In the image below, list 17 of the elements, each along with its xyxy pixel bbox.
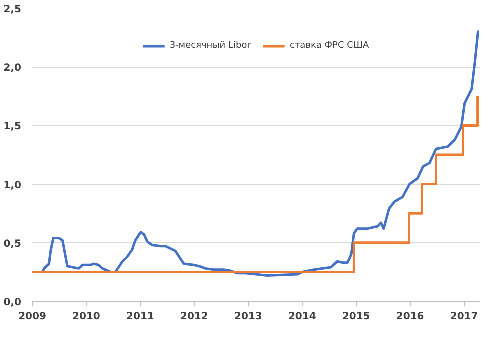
x-tick-label: 2015 [342,312,370,322]
y-tick-label: 1,5 [4,122,22,133]
x-tick-label: 2017 [450,312,478,322]
x-tick-label: 2010 [72,312,100,322]
legend-label: 3-месячный Libor [170,41,251,51]
y-tick-label: 0,0 [4,298,22,308]
y-tick-label: 2,5 [4,4,22,16]
x-tick-label: 2012 [180,312,208,322]
x-tick-label: 2013 [234,312,262,322]
y-tick-label: 0,5 [4,238,22,250]
x-tick-label: 2016 [396,312,424,322]
y-tick-label: 1,0 [4,180,22,192]
x-tick-label: 2009 [18,312,46,322]
legend-label: ставка ФРС США [290,41,370,51]
x-tick-label: 2014 [288,312,316,322]
x-tick-label: 2011 [126,312,154,322]
y-tick-label: 2,0 [4,63,22,74]
